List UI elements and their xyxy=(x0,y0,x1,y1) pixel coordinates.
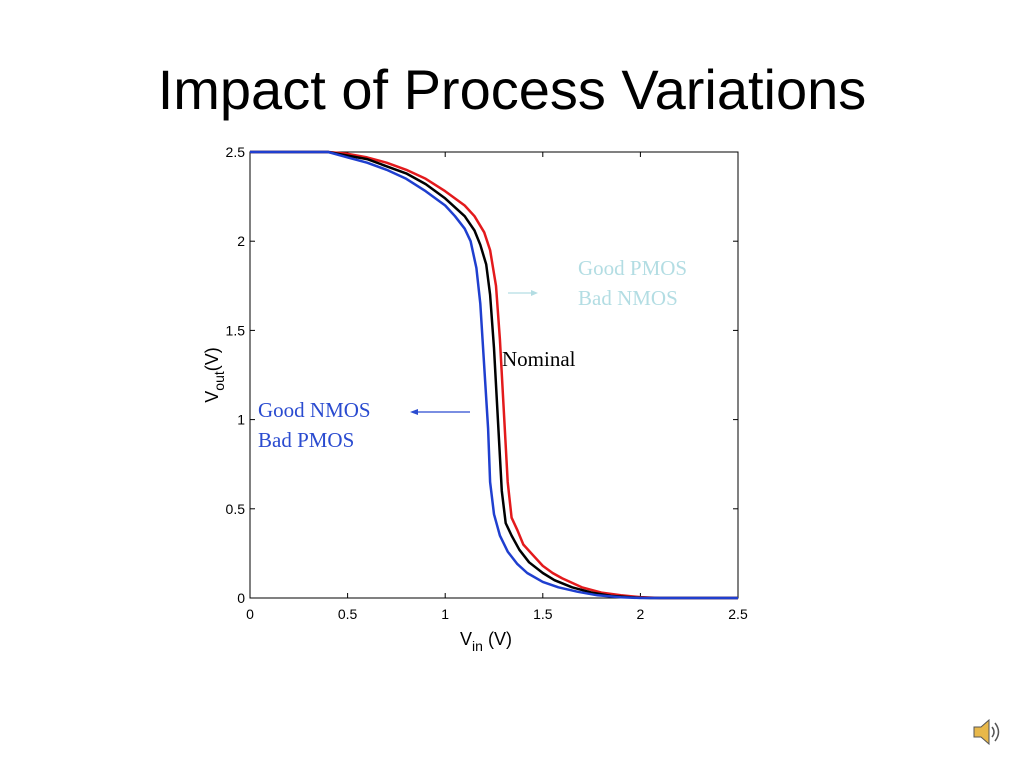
annotation-good-pmos-line1: Good PMOS xyxy=(578,256,687,280)
y-tick-label: 2.5 xyxy=(226,144,246,160)
annotation-good-pmos: Good PMOS Bad NMOS xyxy=(508,256,687,310)
speaker-icon[interactable] xyxy=(972,716,1002,748)
y-tick-label: 1 xyxy=(237,412,245,428)
series-lines xyxy=(250,150,738,600)
arrowhead-left-icon xyxy=(410,409,418,415)
x-tick-label: 2 xyxy=(637,606,645,622)
y-tick-label: 0.5 xyxy=(226,501,246,517)
annotation-good-nmos-line1: Good NMOS xyxy=(258,398,371,422)
arrowhead-right-icon xyxy=(531,290,538,296)
series-line-1 xyxy=(250,150,738,600)
axis-ticks: 0 0.5 1 1.5 2 2.5 0 0.5 1 1.5 2 2.5 xyxy=(226,144,748,622)
series-line-2 xyxy=(250,150,738,600)
annotation-good-nmos-line2: Bad PMOS xyxy=(258,428,354,452)
x-tick-label: 0 xyxy=(246,606,254,622)
y-axis-label: Vout(V) xyxy=(202,347,227,402)
x-tick-label: 1.5 xyxy=(533,606,553,622)
x-axis-label: Vin (V) xyxy=(460,629,512,654)
y-tick-label: 1.5 xyxy=(226,322,246,338)
y-tick-label: 0 xyxy=(237,590,245,606)
annotation-good-nmos: Good NMOS Bad PMOS xyxy=(258,398,470,452)
y-tick-label: 2 xyxy=(237,233,245,249)
x-tick-label: 0.5 xyxy=(338,606,358,622)
plot-frame xyxy=(249,151,739,599)
plot-area xyxy=(249,151,739,599)
annotation-good-pmos-line2: Bad NMOS xyxy=(578,286,678,310)
x-tick-label: 2.5 xyxy=(728,606,748,622)
slide-title: Impact of Process Variations xyxy=(157,58,867,121)
annotation-nominal: Nominal xyxy=(502,347,576,371)
x-tick-label: 1 xyxy=(441,606,449,622)
series-line-0 xyxy=(250,150,738,600)
